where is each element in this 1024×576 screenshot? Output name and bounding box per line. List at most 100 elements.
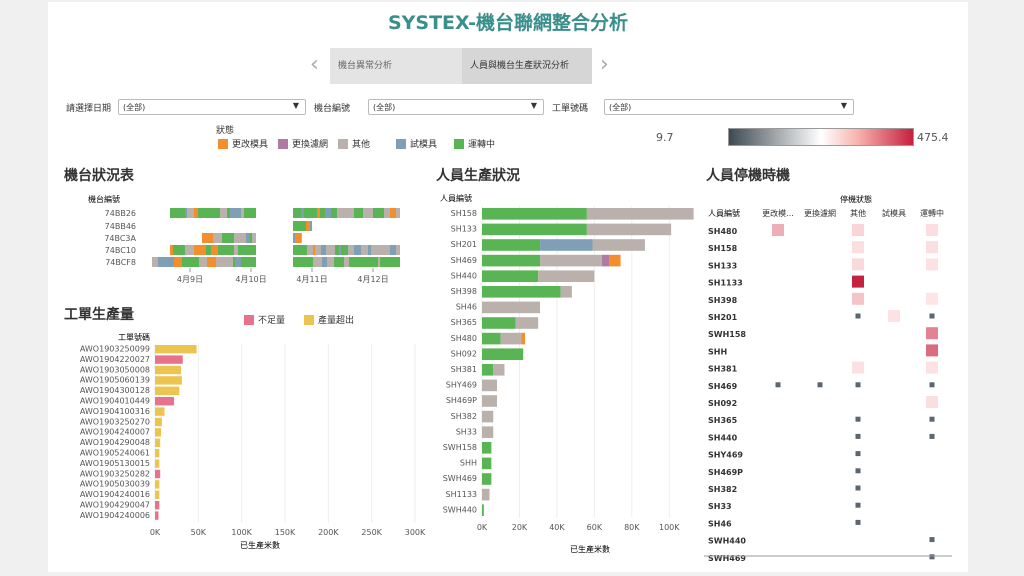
status-segment	[373, 257, 378, 267]
hm-row-label: SH158	[708, 244, 738, 253]
status-segment	[158, 257, 167, 267]
x-tick: 300K	[405, 528, 426, 537]
swatch	[278, 138, 288, 149]
status-segment	[361, 245, 368, 255]
status-segment	[384, 208, 390, 218]
hm-cell	[855, 416, 861, 422]
status-legend-title: 狀態	[216, 126, 235, 136]
hm-cell	[855, 382, 861, 388]
status-segment	[307, 245, 313, 255]
hm-col-label: 運轉中	[920, 208, 944, 218]
order-label: AWO1904290047	[80, 501, 150, 510]
status-segment	[249, 257, 256, 267]
status-segment	[220, 208, 227, 218]
work-order-title: 工單生產量	[64, 307, 134, 323]
filter-machine-label: 機台編號	[314, 104, 351, 114]
staff-bar-segment	[482, 379, 497, 392]
legend-over[interactable]: 產量超出	[304, 313, 354, 326]
staff-label: SH469	[451, 256, 477, 265]
chevron-down-icon: ▼	[292, 101, 299, 110]
staff-bar-segment	[586, 223, 672, 236]
order-label: AWO1903250099	[80, 345, 150, 354]
status-segment	[310, 208, 317, 218]
status-segment	[301, 245, 307, 255]
status-segment	[234, 233, 238, 243]
legend-item-mold-change[interactable]: 更改模具	[218, 137, 268, 150]
x-tick: 100K	[659, 523, 680, 532]
legend-item-other[interactable]: 其他	[338, 137, 370, 150]
machine-label: 74BCF8	[105, 258, 136, 267]
chevron-right-icon[interactable]: ›	[600, 52, 609, 77]
order-label: AWO1904290048	[80, 438, 150, 447]
status-segment	[371, 245, 379, 255]
staff-bar-segment	[482, 473, 492, 485]
staff-bar-segment	[482, 410, 494, 423]
hm-cell	[852, 241, 864, 254]
status-segment	[223, 257, 233, 267]
downtime-title: 人員停機時機	[706, 168, 790, 184]
legend-under[interactable]: 不足量	[244, 313, 285, 326]
wo-xlabel: 已生產米數	[240, 540, 280, 550]
status-segment	[302, 257, 313, 267]
sp-xlabel: 已生產米數	[570, 544, 610, 554]
tab-machine-anomaly[interactable]: 機台異常分析	[330, 48, 462, 84]
status-segment	[234, 245, 238, 255]
hm-cell	[926, 396, 938, 408]
order-bar	[155, 365, 181, 375]
status-segment	[297, 257, 302, 267]
status-segment	[230, 208, 241, 218]
filter-order-select[interactable]: (全部) ▼	[604, 99, 854, 115]
color-scale-min: 9.7	[656, 131, 674, 144]
order-label: AWO1904220027	[80, 355, 150, 364]
hm-col-header: 人員編號	[708, 208, 740, 218]
filter-machine-select[interactable]: (全部) ▼	[368, 99, 544, 115]
swatch	[454, 138, 464, 149]
status-segment	[359, 257, 361, 267]
filter-order-label: 工單號碼	[552, 104, 589, 114]
legend-item-mold-trial[interactable]: 試模具	[396, 137, 437, 150]
status-segment	[386, 257, 397, 267]
order-label: AWO1904240007	[80, 428, 150, 437]
status-segment	[182, 257, 188, 267]
status-segment	[346, 245, 348, 255]
staff-bar-segment	[540, 239, 593, 251]
status-segment	[396, 208, 400, 218]
status-segment	[390, 208, 396, 218]
chevron-left-icon[interactable]: ‹	[310, 52, 319, 77]
status-segment	[321, 245, 326, 255]
status-segment	[341, 245, 343, 255]
x-tick: 200K	[318, 528, 339, 537]
date-label: 4月12日	[357, 275, 388, 284]
x-tick: 60K	[587, 523, 603, 532]
status-segment	[318, 257, 322, 267]
status-segment	[390, 245, 396, 255]
staff-bar-segment	[515, 317, 539, 329]
status-segment	[241, 208, 244, 218]
swatch	[396, 138, 406, 149]
hm-cell	[929, 416, 935, 422]
status-segment	[241, 257, 249, 267]
order-label: AWO1904010449	[80, 397, 150, 406]
status-segment	[293, 221, 297, 231]
staff-bar-segment	[482, 488, 490, 501]
legend-item-filter-change[interactable]: 更換濾網	[278, 137, 328, 150]
legend-item-running[interactable]: 運轉中	[454, 137, 495, 150]
hm-cell	[926, 361, 938, 374]
staff-bar-segment	[482, 348, 524, 360]
hm-cell	[817, 382, 823, 388]
hm-row-label: SHH	[708, 347, 727, 356]
filter-date-select[interactable]: (全部) ▼	[118, 99, 306, 115]
status-segment	[357, 208, 363, 218]
tab-staff-machine-production[interactable]: 人員與機台生產狀況分析	[462, 48, 592, 84]
status-segment	[173, 245, 183, 255]
hm-cell	[929, 382, 935, 388]
staff-label: SH1133	[446, 490, 477, 499]
status-segment	[334, 257, 344, 267]
status-segment	[211, 245, 218, 255]
staff-label: SH092	[451, 349, 477, 358]
status-segment	[229, 233, 234, 243]
order-label: AWO1905030039	[80, 480, 150, 489]
status-segment	[301, 208, 304, 218]
staff-bar-segment	[482, 239, 541, 251]
downtime-heatmap: 停機狀態 人員編號 更改模... 更換濾網 其他 試模具 運轉中 SH480 SH158 S…	[704, 194, 952, 562]
